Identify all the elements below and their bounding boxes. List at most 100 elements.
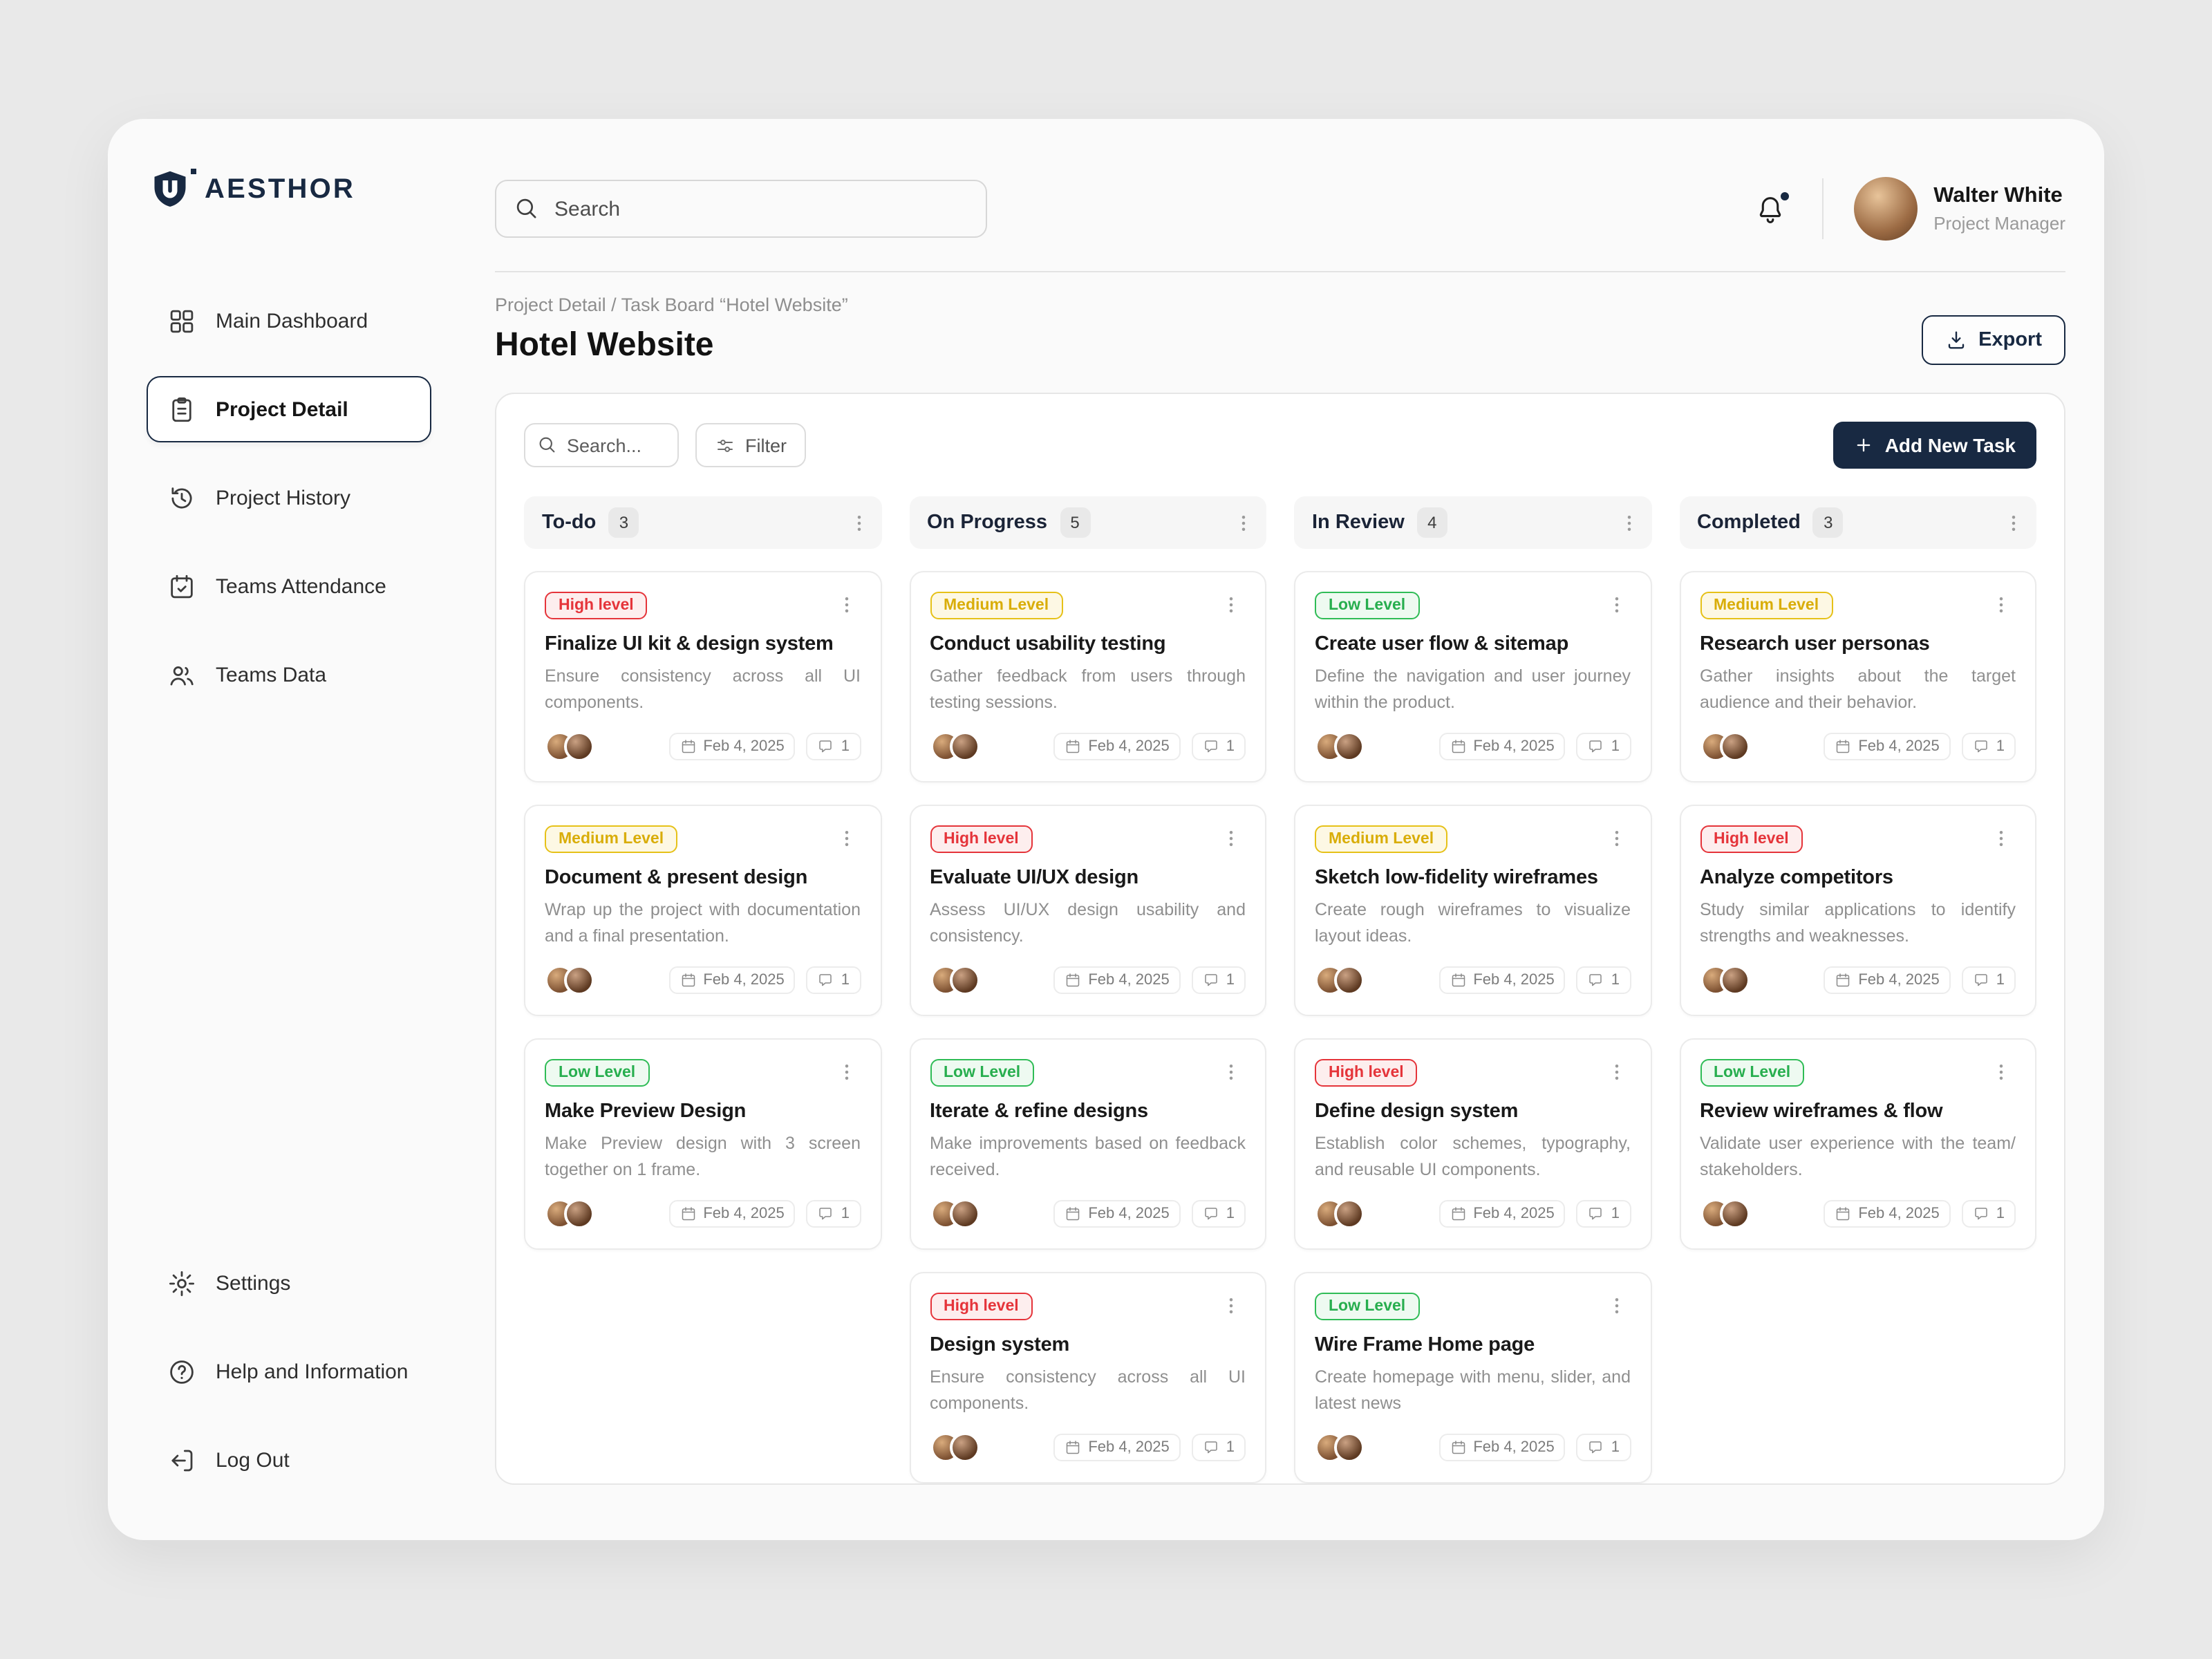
kebab-menu-icon <box>1999 1065 2003 1080</box>
task-card[interactable]: High level Design system Ensure consistenc… <box>909 1272 1266 1483</box>
assignee-avatars <box>1315 1432 1365 1463</box>
comments-chip[interactable]: 1 <box>1961 1200 2016 1228</box>
comments-chip[interactable]: 1 <box>1961 733 2016 760</box>
task-card[interactable]: High level Evaluate UI/UX design Assess UI… <box>909 805 1266 1016</box>
filter-button[interactable]: Filter <box>695 423 806 467</box>
comments-chip[interactable]: 1 <box>1576 733 1631 760</box>
card-menu-button[interactable] <box>1602 824 1631 853</box>
comments-chip[interactable]: 1 <box>1576 1200 1631 1228</box>
card-menu-button[interactable] <box>1987 590 2016 619</box>
card-header: Medium Level <box>1315 824 1631 853</box>
column-menu-button[interactable] <box>844 508 873 537</box>
user-profile[interactable]: Walter White Project Manager <box>1853 177 2065 241</box>
card-footer: Feb 4, 2025 1 <box>1315 1432 1631 1463</box>
kebab-menu-icon <box>1229 1065 1233 1080</box>
sidebar-footer: Settings Help and Information Log Out <box>147 1250 431 1493</box>
calendar-check-icon <box>171 574 193 598</box>
card-menu-button[interactable] <box>832 824 861 853</box>
sidebar-item-project-detail[interactable]: Project Detail <box>147 376 431 442</box>
task-title: Create user flow & sitemap <box>1315 633 1569 655</box>
task-card[interactable]: Medium Level Conduct usability testing Gat… <box>909 571 1266 782</box>
priority-badge: Low Level <box>1700 1058 1805 1086</box>
sidebar-item-teams-attendance[interactable]: Teams Attendance <box>147 553 431 619</box>
comments-chip[interactable]: 1 <box>1191 966 1246 994</box>
card-menu-button[interactable] <box>1987 824 2016 853</box>
sidebar-item-help[interactable]: Help and Information <box>147 1338 431 1405</box>
avatar <box>1719 965 1750 995</box>
due-date-chip: Feb 4, 2025 <box>1438 1434 1566 1461</box>
sidebar-item-main-dashboard[interactable]: Main Dashboard <box>147 288 431 354</box>
assignee-avatars <box>930 731 980 762</box>
calendar-icon <box>1452 1441 1465 1454</box>
task-card[interactable]: High level Analyze competitors Study simil… <box>1679 805 2036 1016</box>
card-menu-button[interactable] <box>832 1058 861 1087</box>
card-menu-button[interactable] <box>1602 1291 1631 1320</box>
card-footer: Feb 4, 2025 1 <box>1700 1199 2016 1229</box>
export-button[interactable]: Export <box>1922 315 2065 365</box>
notifications-button[interactable] <box>1748 187 1792 230</box>
kebab-menu-icon <box>1229 597 1233 612</box>
card-footer: Feb 4, 2025 1 <box>1315 1199 1631 1229</box>
task-card[interactable]: High level Finalize UI kit & design syste… <box>524 571 881 782</box>
comments-chip[interactable]: 1 <box>1191 733 1246 760</box>
card-menu-button[interactable] <box>832 590 861 619</box>
task-description: Define the navigation and user journey w… <box>1315 666 1631 711</box>
comment-count: 1 <box>1996 738 2005 755</box>
task-description: Validate user experience with the team/ … <box>1700 1134 2016 1179</box>
card-menu-button[interactable] <box>1602 590 1631 619</box>
card-menu-button[interactable] <box>1217 824 1246 853</box>
due-date-chip: Feb 4, 2025 <box>1053 1434 1181 1461</box>
card-footer: Feb 4, 2025 1 <box>1700 965 2016 995</box>
comments-chip[interactable]: 1 <box>806 733 861 760</box>
column-menu-button[interactable] <box>1229 508 1258 537</box>
search-input[interactable] <box>495 180 987 238</box>
comments-chip[interactable]: 1 <box>1576 966 1631 994</box>
card-menu-button[interactable] <box>1217 1291 1246 1320</box>
kebab-menu-icon <box>844 831 848 846</box>
column-count-badge: 5 <box>1060 507 1091 538</box>
task-card[interactable]: High level Define design system Establish … <box>1294 1038 1651 1250</box>
comments-chip[interactable]: 1 <box>1961 966 2016 994</box>
card-header: High level <box>1315 1058 1631 1087</box>
avatar <box>949 731 980 762</box>
sidebar-item-logout[interactable]: Log Out <box>147 1427 431 1493</box>
comments-chip[interactable]: 1 <box>1191 1434 1246 1461</box>
column-menu-button[interactable] <box>1614 508 1643 537</box>
task-card[interactable]: Low Level Wire Frame Home page Create home… <box>1294 1272 1651 1483</box>
sidebar-item-label: Project History <box>216 486 351 509</box>
assignee-avatars <box>930 1199 980 1229</box>
column-menu-button[interactable] <box>1999 508 2028 537</box>
bell-icon <box>1759 196 1781 223</box>
comments-chip[interactable]: 1 <box>1576 1434 1631 1461</box>
task-card[interactable]: Medium Level Research user personas Gather… <box>1679 571 2036 782</box>
card-footer: Feb 4, 2025 1 <box>930 1432 1246 1463</box>
card-menu-button[interactable] <box>1987 1058 2016 1087</box>
board-search-input[interactable] <box>524 423 679 467</box>
kebab-menu-icon <box>1614 831 1618 846</box>
task-title: Define design system <box>1315 1100 1519 1123</box>
task-card[interactable]: Low Level Review wireframes & flow Validat… <box>1679 1038 2036 1250</box>
task-card[interactable]: Medium Level Document & present design Wra… <box>524 805 881 1016</box>
shield-logo-icon <box>154 171 186 207</box>
card-menu-button[interactable] <box>1602 1058 1631 1087</box>
board-column: On Progress 5 Medium Level Conduct usabilit… <box>909 496 1266 1483</box>
comments-chip[interactable]: 1 <box>806 1200 861 1228</box>
sidebar-item-settings[interactable]: Settings <box>147 1250 431 1316</box>
card-menu-button[interactable] <box>1217 590 1246 619</box>
sidebar-item-label: Help and Information <box>216 1360 409 1383</box>
add-new-task-button[interactable]: Add New Task <box>1833 422 2036 469</box>
task-card[interactable]: Low Level Create user flow & sitemap Defin… <box>1294 571 1651 782</box>
comment-count: 1 <box>1611 738 1620 755</box>
task-description: Gather insights about the target audienc… <box>1700 666 2016 711</box>
comments-chip[interactable]: 1 <box>1191 1200 1246 1228</box>
sidebar-item-project-history[interactable]: Project History <box>147 465 431 531</box>
card-menu-button[interactable] <box>1217 1058 1246 1087</box>
task-card[interactable]: Low Level Iterate & refine designs Make im… <box>909 1038 1266 1250</box>
task-card[interactable]: Medium Level Sketch low-fidelity wirefram… <box>1294 805 1651 1016</box>
sidebar-nav: Main Dashboard Project Detail Project Hi… <box>147 288 431 708</box>
card-header: Low Level <box>1700 1058 2016 1087</box>
sidebar-item-teams-data[interactable]: Teams Data <box>147 641 431 708</box>
comments-chip[interactable]: 1 <box>806 966 861 994</box>
task-card[interactable]: Low Level Make Preview Design Make Preview… <box>524 1038 881 1250</box>
priority-badge: High level <box>545 591 648 619</box>
